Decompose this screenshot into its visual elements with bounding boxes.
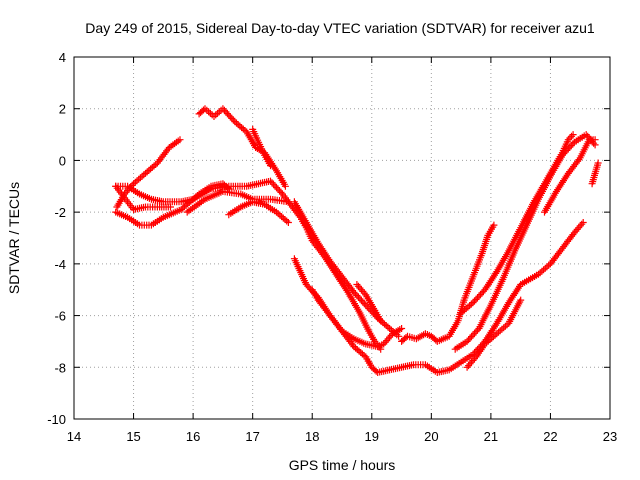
x-tick-labels: 14 15 16 17 18 19 20 21 22 23 <box>67 429 617 444</box>
series-track-16 <box>463 296 525 371</box>
y-tick-label: -6 <box>54 309 66 324</box>
series-markers <box>112 177 292 206</box>
x-tick-label: 18 <box>305 429 319 444</box>
y-tick-label: -4 <box>54 257 66 272</box>
x-tick-label: 20 <box>424 429 438 444</box>
series-markers <box>113 136 184 211</box>
y-tick-label: 4 <box>59 50 66 65</box>
y-axis-title: SDTVAR / TECUs <box>6 182 22 294</box>
axis-ticks <box>73 56 611 420</box>
y-tick-label: -8 <box>54 360 66 375</box>
series-track-11 <box>308 219 587 376</box>
series-markers <box>588 159 602 188</box>
series-track-13 <box>398 221 498 345</box>
series-track-9 <box>290 198 403 340</box>
grid <box>74 57 610 419</box>
series-track-17 <box>541 136 599 216</box>
series-markers <box>249 125 274 170</box>
x-tick-label: 22 <box>543 429 557 444</box>
series-markers <box>290 198 403 340</box>
series-markers <box>457 131 577 317</box>
y-tick-label: 0 <box>59 153 66 168</box>
x-tick-label: 21 <box>484 429 498 444</box>
series-markers <box>398 221 498 345</box>
x-tick-label: 19 <box>365 429 379 444</box>
x-tick-label: 17 <box>245 429 259 444</box>
plot-frame <box>73 56 611 420</box>
series-markers <box>353 281 385 325</box>
x-tick-label: 15 <box>126 429 140 444</box>
series-track-1 <box>113 136 184 211</box>
series-track-12 <box>353 281 385 325</box>
series-track-15 <box>457 131 577 317</box>
series-track-4 <box>112 177 292 206</box>
y-tick-labels: 4 2 0 -2 -4 -6 -8 -10 <box>47 50 66 427</box>
chart-title: Day 249 of 2015, Sidereal Day-to-day VTE… <box>85 20 595 36</box>
x-tick-label: 16 <box>186 429 200 444</box>
x-tick-label: 14 <box>67 429 81 444</box>
y-tick-label: -2 <box>54 205 66 220</box>
series-track-18 <box>588 159 602 188</box>
series-track-8 <box>249 125 274 170</box>
x-axis-title: GPS time / hours <box>289 457 396 473</box>
series-markers <box>541 136 599 216</box>
y-tick-label: -10 <box>47 412 66 427</box>
series-markers <box>308 219 587 376</box>
x-tick-label: 23 <box>603 429 617 444</box>
y-tick-label: 2 <box>59 102 66 117</box>
data-series <box>112 105 602 376</box>
series-markers <box>463 296 525 371</box>
